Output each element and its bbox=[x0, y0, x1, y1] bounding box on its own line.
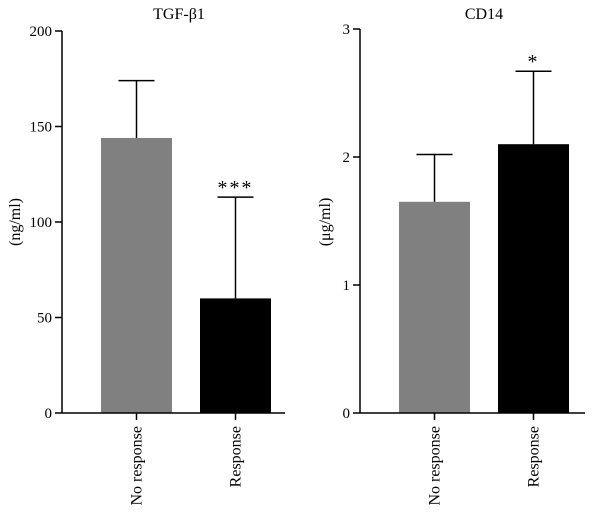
y-tick-label: 1 bbox=[343, 278, 351, 294]
significance-marker: *** bbox=[218, 177, 254, 199]
bar-no-response bbox=[101, 137, 172, 413]
x-tick-label: Response bbox=[526, 426, 543, 487]
x-tick-label: No response bbox=[129, 426, 146, 506]
bar-no-response bbox=[399, 201, 470, 413]
y-tick-label: 2 bbox=[343, 150, 351, 166]
chart-panel-tgf-b1: TGF-β1 (ng/ml) No response *** Response 0 50 10… bbox=[7, 6, 285, 506]
x-tick-label: Response bbox=[228, 426, 245, 487]
bar-response bbox=[498, 144, 569, 413]
y-tick-label: 0 bbox=[45, 406, 53, 422]
significance-marker: * bbox=[528, 51, 540, 73]
chart-panel-cd14: CD14 (μg/ml) No response * Response 0 1 2 3 bbox=[317, 6, 585, 506]
y-axis-label: (μg/ml) bbox=[317, 198, 334, 247]
bar-response bbox=[200, 298, 271, 413]
y-tick-label: 50 bbox=[37, 311, 52, 327]
chart-title: TGF-β1 bbox=[153, 6, 205, 23]
y-tick-label: 100 bbox=[30, 215, 53, 231]
y-tick-label: 150 bbox=[30, 120, 53, 136]
x-tick-label: No response bbox=[427, 426, 444, 506]
chart-title: CD14 bbox=[465, 6, 503, 23]
y-tick-label: 0 bbox=[343, 406, 351, 422]
y-axis-label: (ng/ml) bbox=[7, 198, 24, 246]
y-tick-label: 3 bbox=[343, 22, 351, 38]
y-tick-label: 200 bbox=[30, 24, 53, 40]
